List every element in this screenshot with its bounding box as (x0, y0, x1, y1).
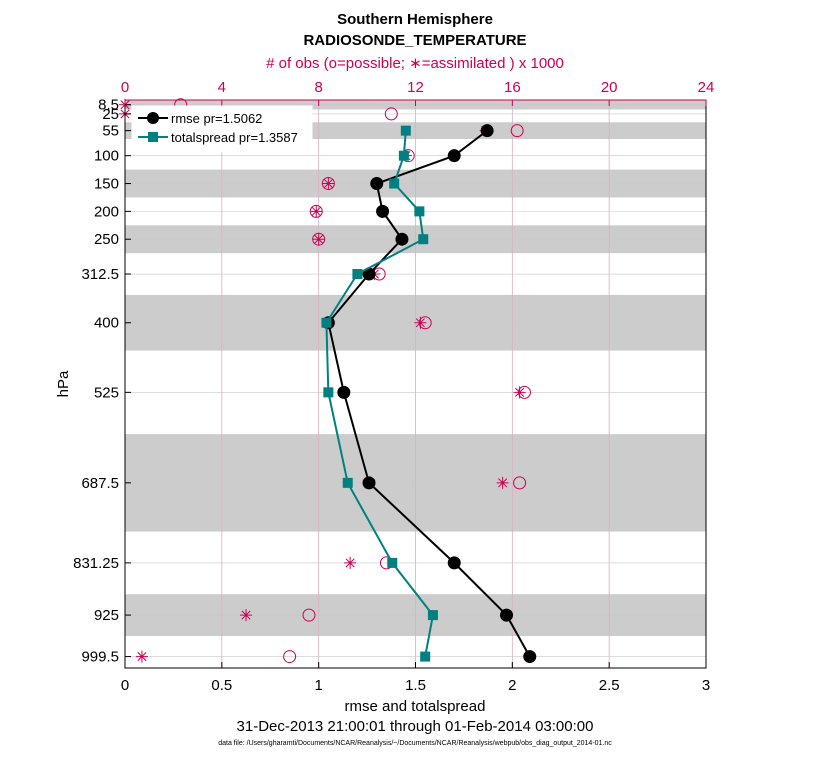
obs-possible-marker (302, 608, 316, 622)
rmse-point (362, 267, 376, 281)
y-tick-label: 831.25 (73, 555, 119, 572)
top-tick-label: 16 (504, 79, 521, 96)
totalspread-point (418, 234, 429, 245)
legend: rmse pr=1.5062 totalspread pr=1.3587 (131, 105, 313, 153)
legend-rmse-label: rmse pr=1.5062 (171, 111, 262, 126)
obs-assimilated-marker (496, 476, 509, 489)
y-tick-label: 999.5 (81, 649, 119, 666)
x-tick-label: 0.5 (211, 677, 232, 694)
obs-assimilated-marker (312, 233, 325, 246)
top-tick-label: 4 (218, 79, 226, 96)
top-tick-label: 8 (314, 79, 322, 96)
date-range: 31-Dec-2013 21:00:01 through 01-Feb-2014… (237, 718, 594, 735)
obs-assimilated-marker (322, 177, 335, 190)
rmse-point (370, 177, 384, 191)
legend-spread-marker (148, 132, 158, 142)
rmse-point (376, 204, 390, 218)
x-tick-label: 3 (702, 677, 710, 694)
y-tick-label: 250 (94, 231, 119, 248)
totalspread-point (323, 387, 334, 398)
y-tick-label: 25 (102, 106, 119, 123)
legend-spread-label: totalspread pr=1.3587 (171, 130, 298, 145)
x-tick-label: 0 (121, 677, 129, 694)
rmse-point (337, 385, 351, 399)
obs-possible-marker (283, 650, 297, 664)
x-tick-label: 1.5 (405, 677, 426, 694)
rmse-point (500, 608, 514, 622)
rmse-point (480, 124, 494, 138)
series-lines (321, 124, 537, 664)
y-tick-label: 100 (94, 148, 119, 165)
obs-assimilated-marker (135, 650, 148, 663)
rmse-point (523, 650, 537, 664)
top-tick-label: 0 (121, 79, 129, 96)
rmse-point (447, 149, 461, 163)
x-tick-label: 2.5 (599, 677, 620, 694)
obs-possible-marker (510, 124, 524, 138)
top-tick-label: 24 (698, 79, 715, 96)
rmse-point (447, 556, 461, 570)
legend-rmse-marker (147, 112, 159, 124)
y-tick-label: 8.5 (98, 97, 119, 114)
x-tick-label: 2 (508, 677, 516, 694)
y-tick-label: 55 (102, 123, 119, 140)
totalspread-point (414, 206, 425, 217)
totalspread-point (352, 269, 363, 280)
totalspread-point (387, 557, 398, 568)
totalspread-point (398, 150, 409, 161)
y-tick-label: 687.5 (81, 475, 119, 492)
rmse-point (362, 476, 376, 490)
top-axis-ticks: 0 4 8 12 16 20 24 (121, 79, 715, 106)
y-tick-label: 200 (94, 203, 119, 220)
obs-assimilated-marker (310, 205, 323, 218)
totalspread-point (420, 651, 431, 662)
totalspread-point (400, 125, 411, 136)
y-tick-label: 525 (94, 384, 119, 401)
obs-possible-marker (384, 107, 398, 121)
obs-assimilated-marker (414, 316, 427, 329)
obs-assimilated-marker (240, 609, 253, 622)
y-tick-label: 150 (94, 176, 119, 193)
x-axis-label: rmse and totalspread (345, 698, 486, 715)
totalspread-point (342, 477, 353, 488)
totalspread-point (389, 178, 400, 189)
y-tick-label: 312.5 (81, 266, 119, 283)
chart-subtitle: RADIOSONDE_TEMPERATURE (303, 32, 526, 49)
totalspread-point (427, 610, 438, 621)
rmse-point (395, 232, 409, 246)
legend-box (131, 105, 313, 153)
y-tick-label: 925 (94, 607, 119, 624)
obs-assimilated-marker (513, 386, 526, 399)
obs-assimilated-marker (344, 556, 357, 569)
x-tick-label: 1 (314, 677, 322, 694)
rmse-line (327, 129, 531, 658)
obs-possible-marker (513, 476, 527, 490)
y-axis-label: hPa (55, 370, 72, 397)
top-tick-label: 12 (407, 79, 424, 96)
bottom-axis-ticks: 0 0.5 1 1.5 2 2.5 3 (121, 662, 710, 694)
top-tick-label: 20 (601, 79, 618, 96)
footer-data-file: data file: /Users/gharamti/Documents/NCA… (218, 740, 612, 747)
totalspread-point (321, 317, 332, 328)
chart-title: Southern Hemisphere (337, 11, 493, 28)
top-axis-label: # of obs (o=possible; ∗=assimilated ) x … (266, 55, 564, 72)
y-tick-label: 400 (94, 315, 119, 332)
